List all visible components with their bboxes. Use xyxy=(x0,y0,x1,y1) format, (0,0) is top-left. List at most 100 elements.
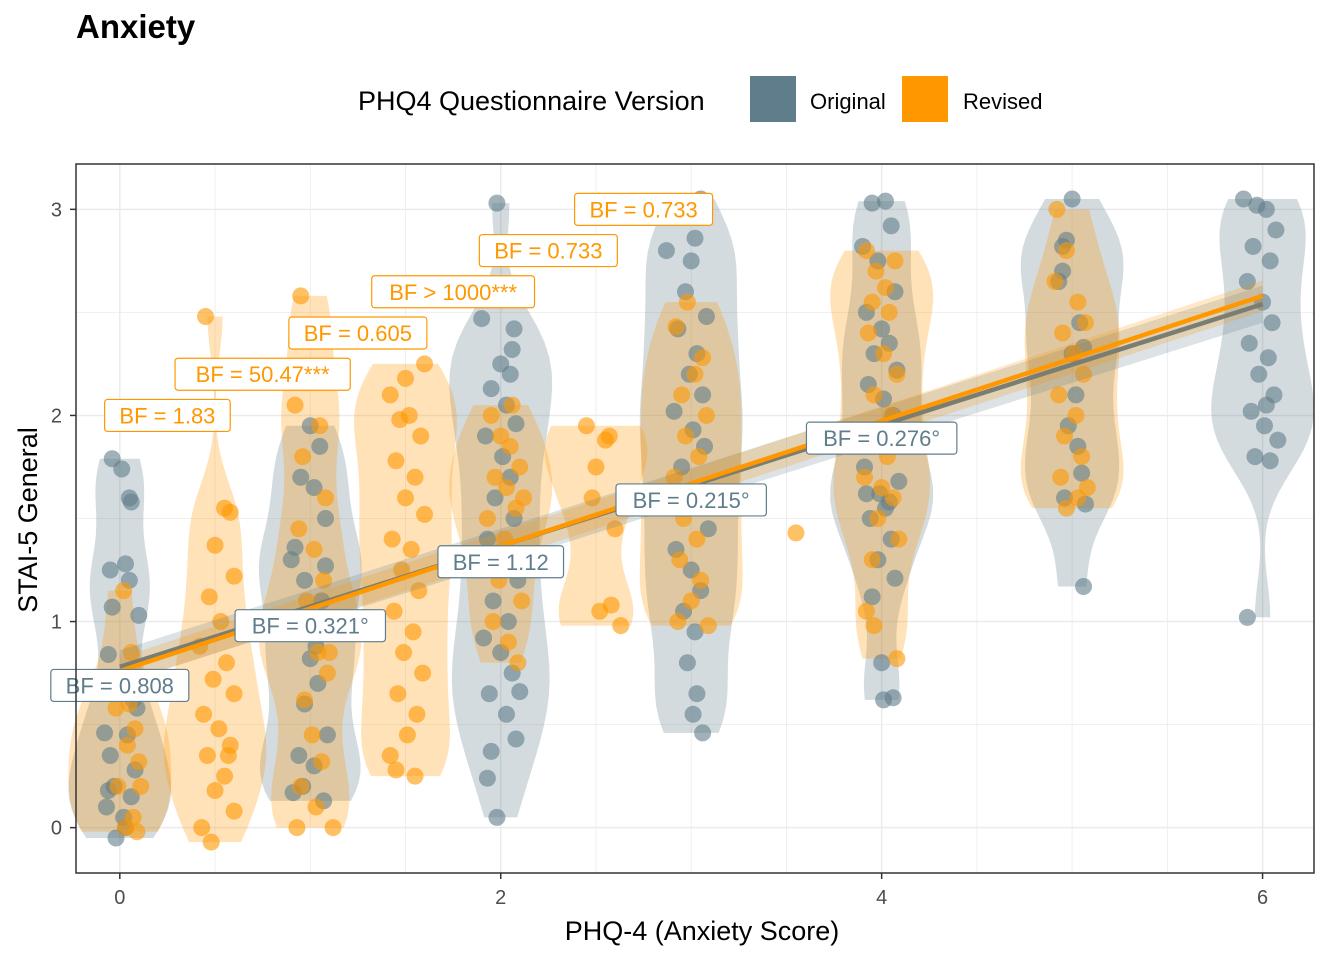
violin-revised xyxy=(639,302,743,626)
point-revised xyxy=(880,303,898,321)
point-original xyxy=(694,724,712,742)
point-revised xyxy=(867,262,885,280)
point-revised xyxy=(408,705,426,723)
point-revised xyxy=(383,530,401,548)
bf-label: BF = 0.733 xyxy=(494,239,602,264)
point-revised xyxy=(303,726,321,744)
bf-label-box xyxy=(805,421,958,455)
point-revised xyxy=(118,736,136,754)
point-original xyxy=(292,468,310,486)
point-revised xyxy=(602,596,620,614)
bf-label: BF = 0.605 xyxy=(304,321,412,346)
legend-title: PHQ4 Questionnaire Version xyxy=(358,86,705,116)
point-revised xyxy=(294,448,312,466)
annotation-layer: BF = 0.808 BF = 0.321° BF = 1.12 BF = 0.215… xyxy=(50,192,958,703)
point-revised xyxy=(865,386,883,404)
point-revised xyxy=(863,551,881,569)
point-revised xyxy=(406,767,424,785)
point-original xyxy=(311,437,329,455)
point-revised xyxy=(863,293,881,311)
bf-label: BF = 0.276° xyxy=(823,426,940,451)
point-revised xyxy=(857,242,875,260)
point-original xyxy=(1238,272,1256,290)
x-axis-label: PHQ-4 (Anxiety Score) xyxy=(565,916,840,946)
point-revised xyxy=(511,458,529,476)
point-revised xyxy=(406,468,424,486)
point-original xyxy=(290,747,308,765)
point-original xyxy=(473,310,491,328)
point-original xyxy=(1235,190,1253,208)
point-revised xyxy=(202,833,220,851)
point-revised xyxy=(484,613,502,631)
point-revised xyxy=(200,588,218,606)
point-revised xyxy=(414,664,432,682)
point-revised xyxy=(130,753,148,771)
point-revised xyxy=(888,650,906,668)
point-revised xyxy=(1078,479,1096,497)
point-original xyxy=(1246,448,1264,466)
point-revised xyxy=(612,617,630,635)
point-original xyxy=(682,252,700,270)
point-revised xyxy=(128,823,146,841)
point-revised xyxy=(1069,293,1087,311)
bf-label-box xyxy=(615,483,767,517)
point-revised xyxy=(206,536,224,554)
point-original xyxy=(1250,365,1268,383)
point-original xyxy=(511,683,529,701)
violin-revised xyxy=(163,316,267,843)
point-revised xyxy=(478,510,496,527)
point-revised xyxy=(402,540,420,558)
point-revised xyxy=(1048,200,1066,218)
bf-label-box xyxy=(50,668,190,703)
bf-label: BF = 50.47*** xyxy=(196,362,330,387)
bf-label: BF = 0.733 xyxy=(589,197,697,222)
point-original xyxy=(101,747,119,765)
plot-border xyxy=(75,163,1315,874)
point-revised xyxy=(873,479,891,497)
point-revised xyxy=(676,427,694,445)
point-original xyxy=(482,742,500,760)
point-original xyxy=(684,705,702,723)
point-revised xyxy=(673,386,691,404)
point-revised xyxy=(1054,324,1072,342)
point-revised xyxy=(410,582,428,600)
point-revised xyxy=(292,287,310,305)
point-original xyxy=(499,613,517,631)
point-revised xyxy=(515,489,533,507)
bf-label-box xyxy=(288,316,428,350)
point-revised xyxy=(600,427,618,445)
point-revised xyxy=(132,777,150,795)
violin-original xyxy=(639,199,743,733)
legend-key-original xyxy=(750,76,796,122)
point-original xyxy=(1257,396,1275,414)
point-revised xyxy=(296,691,314,709)
point-original xyxy=(99,646,117,664)
point-original xyxy=(497,705,515,723)
point-original xyxy=(501,365,519,383)
point-original xyxy=(882,217,900,235)
point-original xyxy=(876,192,894,210)
point-revised xyxy=(212,613,230,631)
point-revised xyxy=(486,468,504,486)
point-original xyxy=(1263,314,1281,332)
point-revised xyxy=(292,777,310,795)
point-original xyxy=(1238,608,1256,626)
point-original xyxy=(507,415,525,433)
point-revised xyxy=(888,365,906,383)
point-original xyxy=(317,557,335,575)
x-tick-label: 2 xyxy=(495,887,506,909)
point-revised xyxy=(678,293,696,311)
point-revised xyxy=(381,386,399,404)
violin-original xyxy=(68,458,172,838)
point-revised xyxy=(398,726,416,744)
point-original xyxy=(484,592,502,610)
point-original xyxy=(97,798,115,816)
bf-label-box xyxy=(174,357,351,391)
point-original xyxy=(103,598,121,616)
point-original xyxy=(478,530,496,548)
point-revised xyxy=(787,524,805,542)
point-revised xyxy=(667,318,685,336)
point-original xyxy=(505,320,523,338)
point-original xyxy=(1073,464,1091,482)
